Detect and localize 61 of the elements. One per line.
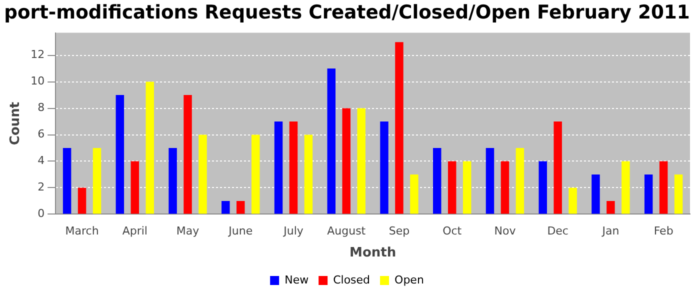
x-tick-label: August [327,224,366,238]
x-tick-label: Sep [388,224,410,238]
bar [380,122,388,214]
bar [357,108,366,214]
y-tick-label: 12 [30,48,45,62]
bar [538,161,547,214]
bar [486,148,494,214]
bar [433,148,442,214]
y-tick-label: 6 [38,128,45,141]
bar [592,174,600,214]
x-tick-label: March [65,224,99,238]
x-tick-label: Dec [547,224,568,238]
bar [327,68,336,214]
bar [222,200,230,214]
y-tick-label: 8 [38,101,45,114]
x-tick-label: June [228,224,253,238]
legend-label: Open [394,273,424,286]
bar [448,161,456,214]
bar [251,134,260,214]
bar [568,188,577,214]
bar [78,188,86,214]
bar [146,82,154,214]
y-tick-label: 0 [38,207,45,220]
bar [198,134,207,214]
bar [236,200,245,214]
bar [674,174,683,214]
y-tick-label: 2 [38,180,45,194]
y-axis-title: Count [8,102,24,146]
bar [289,122,298,214]
bar [342,108,350,214]
bar [92,148,102,214]
bar [644,174,653,214]
bar [516,148,524,214]
legend-label: New [284,273,309,286]
bar [116,95,124,214]
x-tick-label: Nov [494,224,516,238]
x-tick-label: Oct [442,224,462,238]
bar [410,174,418,214]
bar [554,122,562,214]
bar [274,122,283,214]
bar [130,161,140,214]
x-tick-label: Jan [601,224,620,238]
bar [395,42,404,214]
x-tick-label: April [122,224,148,238]
y-tick-label: 4 [38,154,45,168]
bar [184,95,192,214]
y-tick-label: 10 [30,74,45,88]
bar [462,161,472,214]
legend-label: Closed [333,273,370,286]
bar [62,148,72,214]
bar [659,161,668,214]
bar [622,161,630,214]
chart-title: port-modifications Requests Created/Closed/Open February 2011 [4,2,690,24]
bar [168,148,177,214]
x-tick-label: Feb [654,224,674,238]
bar [606,200,615,214]
bar [500,161,510,214]
x-tick-label: July [282,224,304,238]
x-axis-title: Month [350,246,396,261]
bar [304,134,313,214]
x-tick-label: May [176,224,200,238]
